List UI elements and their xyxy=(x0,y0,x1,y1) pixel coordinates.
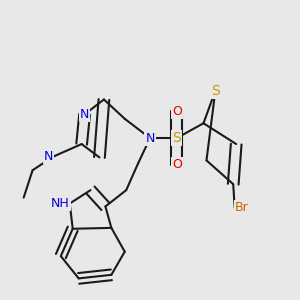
Text: N: N xyxy=(145,132,155,145)
Text: O: O xyxy=(172,158,182,171)
Text: S: S xyxy=(172,131,181,145)
Text: N: N xyxy=(80,108,89,121)
Text: NH: NH xyxy=(51,197,70,210)
Text: Br: Br xyxy=(235,202,248,214)
Text: S: S xyxy=(211,84,220,98)
Text: O: O xyxy=(172,105,182,118)
Text: N: N xyxy=(44,150,53,163)
